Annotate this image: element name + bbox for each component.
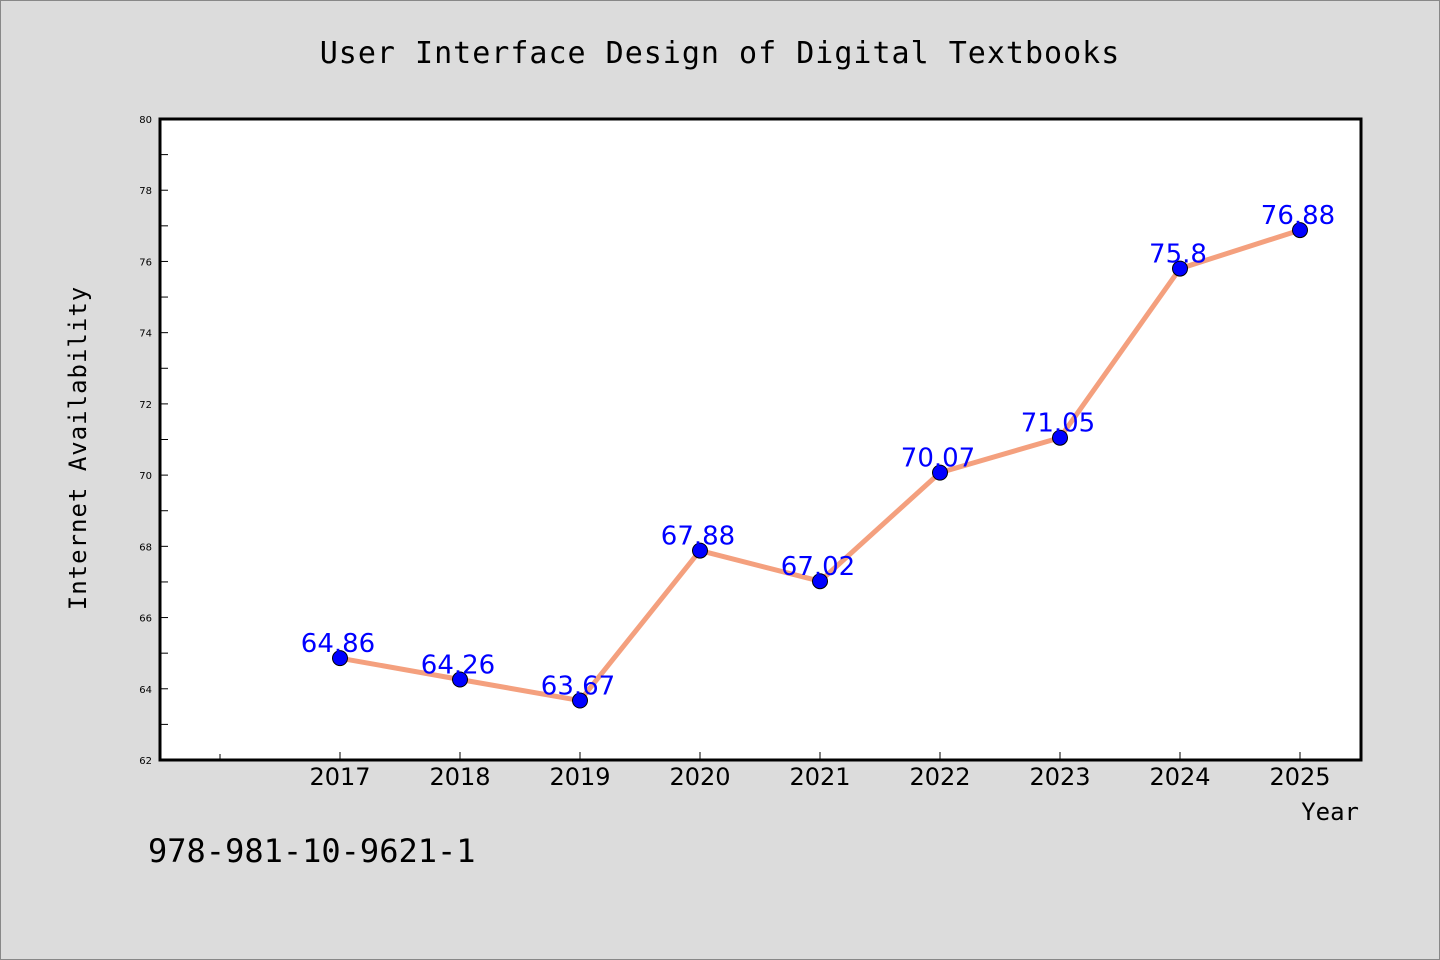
y-tick-label: 70 <box>139 471 152 482</box>
data-label: 76.88 <box>1261 201 1335 231</box>
data-label: 70.07 <box>901 444 975 474</box>
x-axis-label: Year <box>1301 798 1359 826</box>
y-tick-label: 68 <box>139 542 152 553</box>
y-tick-label: 76 <box>139 257 152 268</box>
data-point <box>1052 429 1068 446</box>
x-tick-label: 2018 <box>429 763 490 791</box>
data-label: 64.26 <box>421 651 495 681</box>
data-label: 71.05 <box>1021 409 1095 439</box>
y-tick-label: 74 <box>139 329 152 340</box>
data-label: 63.67 <box>541 672 615 702</box>
y-tick-label: 66 <box>139 614 152 625</box>
data-point <box>812 573 828 590</box>
data-label: 64.86 <box>301 629 375 659</box>
x-axis: 2017 2018 2019 2020 2021 2022 2023 2024 2025 <box>219 752 1331 791</box>
plot-area <box>158 117 1363 762</box>
data-label: 67.02 <box>781 552 855 582</box>
x-tick-label: 2017 <box>309 763 370 791</box>
y-tick-label: 80 <box>139 115 152 126</box>
x-tick-label: 2020 <box>669 763 730 791</box>
x-tick-label: 2024 <box>1149 763 1210 791</box>
chart-title: User Interface Design of Digital Textboo… <box>320 36 1121 71</box>
y-tick-label: 64 <box>139 685 152 696</box>
data-label: 67.88 <box>661 522 735 552</box>
data-point <box>332 650 348 667</box>
y-tick-label: 78 <box>139 186 152 197</box>
x-tick-label: 2022 <box>909 763 970 791</box>
data-point <box>692 542 708 559</box>
data-label: 75.8 <box>1149 240 1207 270</box>
x-tick-label: 2021 <box>789 763 850 791</box>
isbn-text: 978-981-10-9621-1 <box>148 832 476 870</box>
x-tick-label: 2025 <box>1269 763 1330 791</box>
y-tick-label: 72 <box>139 400 152 411</box>
x-tick-label: 2023 <box>1029 763 1090 791</box>
y-axis-label: Internet Availability <box>64 286 92 610</box>
data-point <box>572 692 588 709</box>
x-tick-label: 2019 <box>549 763 610 791</box>
data-point <box>1292 222 1308 239</box>
y-tick-label: 62 <box>139 756 152 767</box>
y-axis: 62 64 66 68 70 72 74 76 78 80 <box>139 115 168 767</box>
data-point <box>452 671 468 688</box>
data-point <box>932 464 948 481</box>
data-point <box>1172 260 1188 277</box>
series-layer: 64.86 64.26 63.67 67.88 67.02 70.07 71.05 75.8 7… <box>301 201 1335 709</box>
